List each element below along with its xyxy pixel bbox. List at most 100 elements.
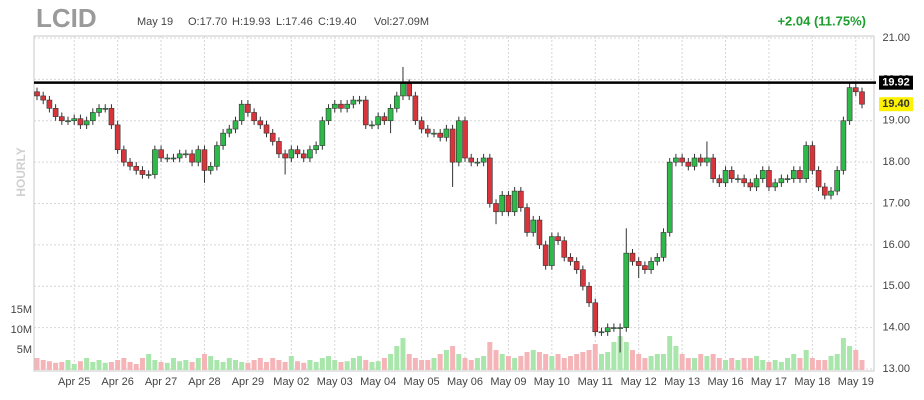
- candle-body: [276, 141, 282, 155]
- candle-body: [604, 327, 611, 333]
- candle-body: [530, 219, 537, 233]
- volume-bar: [474, 358, 480, 370]
- candle-body: [598, 331, 605, 334]
- candle-body: [238, 103, 245, 122]
- candle-body: [96, 108, 102, 113]
- candle-body: [524, 207, 530, 233]
- volume-bar: [847, 346, 853, 370]
- candle-body: [797, 170, 803, 179]
- volume-bar: [288, 356, 294, 370]
- candle-body: [846, 87, 853, 122]
- volume-bar: [785, 358, 791, 370]
- volume-bar: [214, 360, 220, 370]
- volume-bar: [834, 354, 840, 370]
- volume-bar: [71, 364, 77, 370]
- candle-body: [77, 118, 84, 126]
- volume-bar: [344, 361, 350, 370]
- volume-bar: [84, 358, 90, 370]
- candle-body: [456, 120, 462, 163]
- volume-bar: [549, 356, 555, 370]
- candle-body: [728, 170, 735, 179]
- volume-bar: [692, 358, 698, 370]
- volume-bar: [450, 346, 456, 370]
- volume-bar: [59, 362, 65, 370]
- volume-bar: [139, 358, 145, 370]
- volume-bar: [623, 342, 629, 370]
- volume-bar: [580, 352, 586, 370]
- candle-body: [331, 103, 338, 109]
- level-label: 19.92: [882, 77, 910, 89]
- volume-bar: [555, 354, 561, 370]
- volume-bar: [629, 350, 635, 370]
- volume-bar: [307, 360, 313, 370]
- candle-body: [65, 120, 71, 123]
- volume-bar: [499, 354, 505, 370]
- candle-body: [102, 108, 109, 110]
- volume-tick-label: 10M: [11, 324, 32, 336]
- candle-body: [145, 174, 152, 176]
- volume-bar: [189, 362, 195, 370]
- candle-body: [561, 240, 568, 258]
- candle-body: [232, 120, 239, 130]
- volume-bar: [96, 360, 102, 370]
- candle-body: [214, 145, 220, 167]
- x-tick-label: Apr 28: [188, 376, 220, 388]
- candle-body: [747, 182, 754, 188]
- volume-bar: [456, 354, 462, 370]
- candle-body: [772, 182, 778, 188]
- volume-bar: [264, 362, 270, 370]
- candle-body: [195, 149, 202, 163]
- volume-bar: [245, 362, 251, 370]
- volume-bar: [170, 358, 176, 370]
- volume-bar: [561, 358, 567, 370]
- volume-bar: [53, 362, 59, 370]
- volume-bar: [791, 354, 797, 370]
- candle-body: [493, 203, 499, 213]
- candle-body: [462, 120, 468, 159]
- volume-bar: [90, 362, 96, 370]
- volume-bar: [381, 358, 387, 370]
- volume-bar: [710, 354, 716, 370]
- candle-body: [176, 153, 183, 159]
- candle-body: [549, 236, 555, 266]
- volume-bar: [425, 360, 431, 370]
- candle-body: [437, 132, 443, 138]
- x-tick-label: Apr 25: [58, 376, 90, 388]
- candle-body: [189, 153, 195, 163]
- volume-bar: [642, 358, 648, 370]
- volume-bar: [208, 356, 214, 370]
- candle-body: [474, 161, 481, 164]
- candle-body: [673, 157, 679, 163]
- volume-bar: [65, 360, 71, 370]
- volume-bar: [146, 354, 152, 370]
- candle-body: [201, 149, 208, 171]
- volume-bar: [648, 356, 654, 370]
- candle-body: [245, 103, 251, 113]
- volume-tick-label: 5M: [17, 344, 32, 356]
- volume-bar: [319, 358, 325, 370]
- volume-bar: [239, 362, 245, 370]
- x-tick-label: Apr 26: [101, 376, 133, 388]
- volume-bar: [183, 360, 189, 370]
- candle-body: [251, 112, 257, 122]
- candle-body: [828, 190, 834, 196]
- volume-bar: [195, 358, 201, 370]
- candle-body: [741, 178, 747, 184]
- candle-body: [226, 128, 233, 134]
- candle-body: [617, 327, 623, 329]
- volume-bar: [164, 362, 170, 370]
- candle-body: [139, 170, 146, 175]
- x-tick-label: May 12: [621, 376, 657, 388]
- candle-body: [59, 116, 65, 122]
- candle-body: [511, 190, 518, 213]
- candle-body: [282, 153, 288, 159]
- last-price-label: 19.40: [882, 98, 910, 110]
- volume-bar: [412, 358, 418, 370]
- x-tick-label: May 17: [751, 376, 787, 388]
- volume-bar: [152, 360, 158, 370]
- volume-bar: [177, 361, 183, 370]
- candle-body: [313, 145, 319, 151]
- volume-bar: [828, 356, 834, 370]
- candle-body: [536, 219, 543, 246]
- volume-bar: [605, 352, 611, 370]
